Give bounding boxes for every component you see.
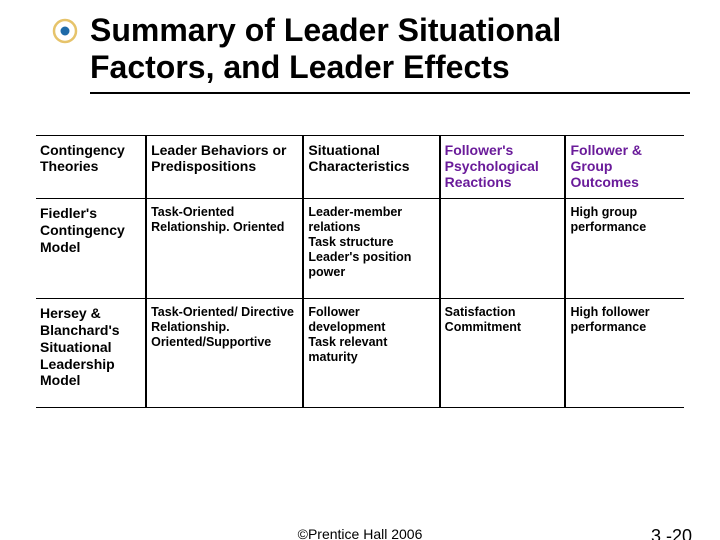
col-header-behaviors: Leader Behaviors or Predispositions [151, 142, 296, 174]
table-row: Fiedler's Contingency Model Task-Oriente… [36, 199, 684, 299]
cell-situational: Leader-member relationsTask structureLea… [308, 205, 432, 280]
col-header-outcomes: Follower & Group Outcomes [570, 142, 678, 190]
summary-table: Contingency Theories Leader Behaviors or… [36, 135, 684, 408]
col-header-reactions: Follower's Psychological Reactions [445, 142, 559, 190]
cell-outcomes: High group performance [570, 205, 678, 235]
cell-situational: Follower developmentTask relevant maturi… [308, 305, 432, 365]
cell-reactions: Satisfaction Commitment [445, 305, 559, 335]
page-number: 3 -20 [651, 526, 692, 540]
cell-outcomes: High follower performance [570, 305, 678, 335]
cell-theory: Hersey & Blanchard's Situational Leaders… [40, 305, 139, 389]
table: Contingency Theories Leader Behaviors or… [36, 135, 684, 408]
cell-behaviors: Task-Oriented Relationship. Oriented [151, 205, 296, 235]
title-rule [90, 92, 690, 94]
cell-theory: Fiedler's Contingency Model [40, 205, 139, 255]
table-header-row: Contingency Theories Leader Behaviors or… [36, 136, 684, 199]
title-bullet-icon [52, 18, 78, 44]
title-area: Summary of Leader Situational Factors, a… [0, 0, 720, 94]
col-header-theories: Contingency Theories [40, 142, 139, 174]
table-row: Hersey & Blanchard's Situational Leaders… [36, 299, 684, 408]
copyright-text: ©Prentice Hall 2006 [0, 526, 720, 540]
slide: Summary of Leader Situational Factors, a… [0, 0, 720, 540]
col-header-situational: Situational Characteristics [308, 142, 432, 174]
cell-behaviors: Task-Oriented/ Directive Relationship. O… [151, 305, 296, 350]
slide-title: Summary of Leader Situational Factors, a… [90, 12, 690, 86]
